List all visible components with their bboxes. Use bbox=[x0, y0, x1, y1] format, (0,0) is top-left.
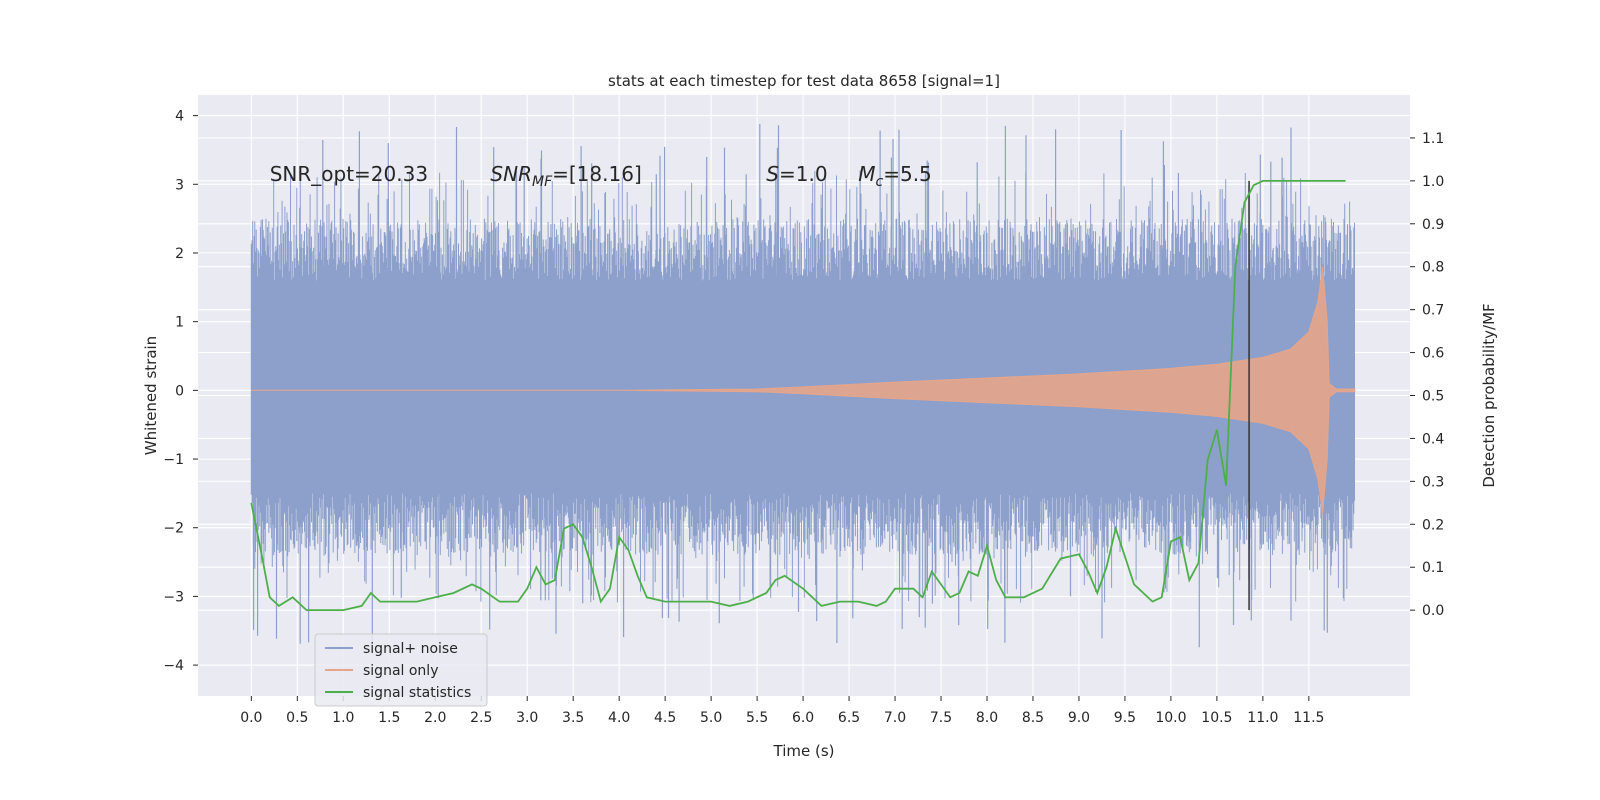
annotation-text: S=1.0 bbox=[766, 162, 827, 186]
signal-envelope bbox=[251, 266, 1356, 515]
x-tick-label: 0.5 bbox=[286, 710, 308, 726]
y-left-tick-label: −3 bbox=[163, 589, 184, 605]
y-right-tick-label: 0.4 bbox=[1422, 431, 1444, 447]
y-left-tick-label: −4 bbox=[163, 658, 184, 674]
x-tick-label: 10.5 bbox=[1201, 710, 1232, 726]
x-tick-label: 5.0 bbox=[700, 710, 722, 726]
stats-line bbox=[250, 180, 1346, 611]
x-tick-label: 11.5 bbox=[1293, 710, 1324, 726]
x-tick-label: 5.5 bbox=[746, 710, 768, 726]
y-right-tick-label: 0.1 bbox=[1422, 560, 1444, 576]
annotation-text: SNRMF=[18.16] bbox=[490, 162, 641, 190]
y-left-tick-label: 1 bbox=[175, 315, 184, 331]
x-tick-label: 8.5 bbox=[1022, 710, 1044, 726]
y-right-tick-label: 0.3 bbox=[1422, 474, 1444, 490]
x-axis-ticks: 0.0 0.5 1.0 1.5 2.0 2.5 3.0 3.5 4.0 4.5 5.0 5.5 6.0 6… bbox=[240, 696, 1324, 726]
x-tick-label: 4.5 bbox=[654, 710, 676, 726]
x-tick-label: 2.0 bbox=[424, 710, 446, 726]
y-left-tick-label: −1 bbox=[163, 452, 184, 468]
x-tick-label: 7.0 bbox=[884, 710, 906, 726]
y-right-tick-label: 0.2 bbox=[1422, 517, 1444, 533]
x-tick-label: 9.5 bbox=[1114, 710, 1136, 726]
legend: signal+ noise signal only signal statistic… bbox=[314, 633, 488, 707]
annotation-text: SNR_opt=20.33 bbox=[270, 162, 428, 186]
x-axis-label: Time (s) bbox=[773, 742, 835, 760]
y-left-tick-label: 0 bbox=[175, 383, 184, 399]
y-left-tick-label: −2 bbox=[163, 521, 184, 537]
noise-peaks bbox=[253, 123, 1328, 649]
x-tick-label: 2.5 bbox=[470, 710, 492, 726]
x-tick-label: 6.0 bbox=[792, 710, 814, 726]
x-tick-label: 1.0 bbox=[332, 710, 354, 726]
x-tick-label: 4.0 bbox=[608, 710, 630, 726]
annotations: SNR_opt=20.33 SNRMF=[18.16] S=1.0 Mc=5.5 bbox=[270, 162, 932, 190]
y-left-axis-ticks: −4 −3 −2 −1 0 1 2 3 4 bbox=[163, 109, 198, 674]
legend-box bbox=[314, 633, 488, 707]
y-right-axis-label: Detection probability/MF bbox=[1480, 303, 1498, 487]
x-tick-label: 3.5 bbox=[562, 710, 584, 726]
y-left-axis-label: Whitened strain bbox=[142, 336, 160, 455]
y-right-tick-label: 0.7 bbox=[1422, 303, 1444, 319]
x-tick-label: 0.0 bbox=[240, 710, 262, 726]
y-right-tick-label: 0.8 bbox=[1422, 260, 1444, 276]
chart-title: stats at each timestep for test data 865… bbox=[608, 72, 1000, 90]
y-left-tick-label: 4 bbox=[175, 109, 184, 125]
signal-only-series bbox=[251, 266, 1356, 515]
x-tick-label: 6.5 bbox=[838, 710, 860, 726]
y-right-tick-label: 1.0 bbox=[1422, 174, 1444, 190]
legend-item-label: signal only bbox=[363, 663, 438, 679]
y-right-tick-label: 1.1 bbox=[1422, 131, 1444, 147]
y-right-tick-label: 0.6 bbox=[1422, 346, 1444, 362]
signal-statistics-series bbox=[250, 180, 1346, 611]
x-tick-label: 1.5 bbox=[378, 710, 400, 726]
x-tick-label: 9.0 bbox=[1068, 710, 1090, 726]
annotation-text: Mc=5.5 bbox=[858, 162, 932, 190]
y-left-tick-label: 3 bbox=[175, 177, 184, 193]
x-tick-label: 8.0 bbox=[976, 710, 998, 726]
legend-item-label: signal+ noise bbox=[363, 641, 458, 657]
legend-item-label: signal statistics bbox=[363, 685, 471, 701]
x-tick-label: 10.0 bbox=[1155, 710, 1186, 726]
x-tick-label: 11.0 bbox=[1247, 710, 1278, 726]
x-tick-label: 3.0 bbox=[516, 710, 538, 726]
x-tick-label: 7.5 bbox=[930, 710, 952, 726]
y-right-axis-ticks: 0.0 0.1 0.2 0.3 0.4 0.5 0.6 0.7 0.8 0.9 1.0 1.1 bbox=[1410, 131, 1444, 619]
y-right-tick-label: 0.9 bbox=[1422, 217, 1444, 233]
y-right-tick-label: 0.5 bbox=[1422, 389, 1444, 405]
y-right-tick-label: 0.0 bbox=[1422, 603, 1444, 619]
y-left-tick-label: 2 bbox=[175, 246, 184, 262]
